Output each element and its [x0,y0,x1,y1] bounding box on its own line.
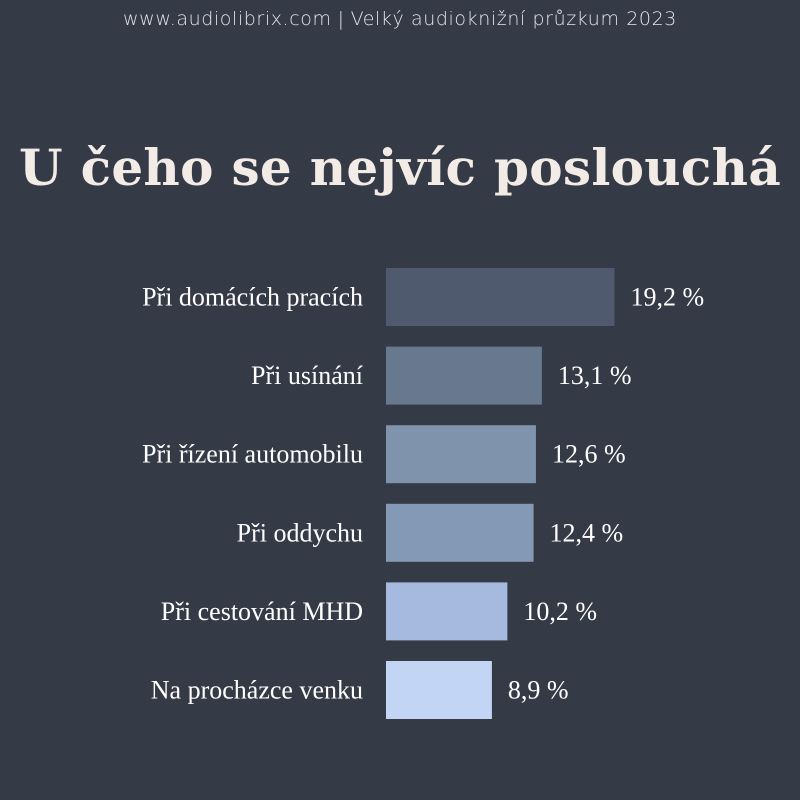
site-url: www.audiolibrix.com [123,8,332,30]
category-label-3: Při řízení automobilu [142,440,363,469]
category-label-2: Při usínání [251,361,363,390]
value-label-4: 12,4 % [550,518,624,547]
category-label-4: Při oddychu [237,518,363,547]
category-label-5: Při cestování MHD [161,597,363,626]
bar-5 [386,582,508,641]
value-label-5: 10,2 % [523,597,597,626]
chart-title: U čeho se nejvíc poslouchá [18,138,782,197]
bar-2 [386,346,542,405]
bar-1 [386,268,615,326]
header-separator: | [337,8,345,30]
value-label-3: 12,6 % [552,440,626,469]
site-header: www.audiolibrix.com | Velký audioknižní pr… [0,8,800,30]
value-label-1: 19,2 % [630,283,704,312]
bar-6 [386,661,492,719]
value-label-2: 13,1 % [558,361,632,390]
category-label-1: Při domácích pracích [142,283,363,312]
category-label-6: Na procházce venku [151,676,363,705]
value-label-6: 8,9 % [508,676,569,705]
survey-name: Velký audioknižní průzkum 2023 [350,8,677,30]
bar-3 [386,425,536,484]
bar-4 [386,503,534,562]
